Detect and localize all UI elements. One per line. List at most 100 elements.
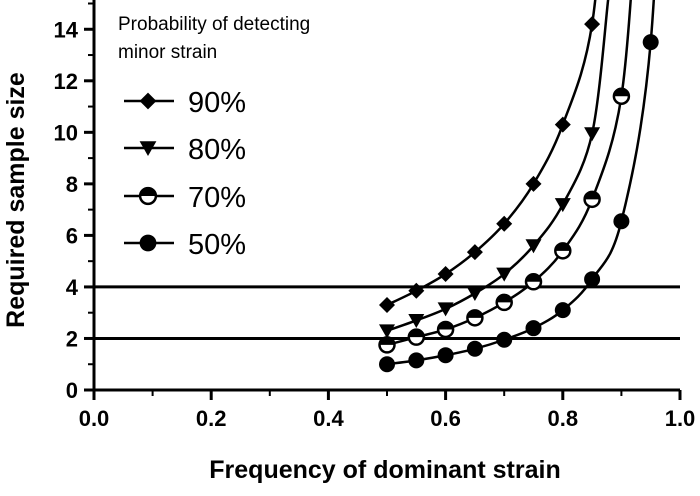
data-point-70pct-4-fill <box>496 294 512 303</box>
data-point-70pct-7-fill <box>584 191 600 200</box>
data-point-90pct-5-shape <box>525 175 542 192</box>
data-point-80pct-1-shape <box>408 314 425 329</box>
data-point-50pct-7 <box>584 271 601 288</box>
data-point-90pct-6-shape <box>554 116 571 133</box>
data-point-70pct-0-fill <box>379 337 395 345</box>
data-point-80pct-4 <box>496 267 513 282</box>
legend-label: 80% <box>188 134 246 166</box>
data-point-70pct-7 <box>583 190 601 209</box>
data-point-90pct-4 <box>496 215 513 232</box>
data-point-50pct-7-shape <box>584 271 601 288</box>
legend-marker <box>139 92 157 110</box>
data-point-50pct-3-shape <box>466 340 483 357</box>
legend-label: 70% <box>188 182 246 214</box>
data-point-80pct-6-shape <box>554 198 571 213</box>
y-tick-label: 8 <box>66 172 78 197</box>
data-point-90pct-7-shape <box>584 16 601 33</box>
series-line-80% <box>386 0 610 332</box>
legend-marker <box>139 141 157 156</box>
data-point-90pct-1 <box>408 282 425 299</box>
legend-title-line-1: Probability of detecting <box>118 14 310 35</box>
data-point-80pct-2-shape <box>437 302 454 317</box>
data-point-90pct-6 <box>554 116 571 133</box>
data-point-70pct-1 <box>407 328 426 346</box>
data-point-80pct-3 <box>466 286 483 301</box>
legend-item-80pct: 80% <box>124 134 246 166</box>
data-point-90pct-0 <box>379 296 395 313</box>
series-line-90% <box>386 0 597 307</box>
data-point-70pct-6 <box>554 242 572 260</box>
y-axis-title: Required sample size <box>2 72 30 328</box>
data-point-50pct-5 <box>525 320 542 337</box>
data-point-90pct-5 <box>525 175 542 192</box>
x-tick-label: 0.8 <box>548 406 579 431</box>
x-tick-label: 0.4 <box>313 406 344 431</box>
y-axis-ticks: 0 2 4 6 8 10 12 14 <box>54 2 94 403</box>
legend-marker-shape <box>139 141 157 156</box>
y-tick-label: 4 <box>66 275 79 300</box>
data-point-50pct-5-shape <box>525 320 542 337</box>
data-point-80pct-7-shape <box>584 127 601 142</box>
data-point-90pct-1-shape <box>408 282 425 299</box>
x-axis-title: Frequency of dominant strain <box>209 456 560 484</box>
data-point-50pct-1 <box>408 352 425 369</box>
legend-item-90pct: 90% <box>124 87 246 119</box>
y-tick-label: 2 <box>66 326 78 351</box>
series-line-70% <box>386 0 632 347</box>
data-point-90pct-3-shape <box>466 244 483 261</box>
data-point-80pct-5-shape <box>525 239 542 254</box>
data-point-80pct-2 <box>437 302 454 317</box>
x-tick-label: 0.6 <box>430 406 461 431</box>
data-point-50pct-3 <box>466 340 483 357</box>
data-point-50pct-1-shape <box>408 352 425 369</box>
data-point-90pct-2 <box>437 266 454 283</box>
data-point-70pct-0 <box>378 336 396 354</box>
data-point-50pct-6-shape <box>554 302 571 319</box>
legend-item-70pct: 70% <box>124 182 246 214</box>
data-point-50pct-8 <box>613 213 630 230</box>
x-tick-label: 0.0 <box>79 406 110 431</box>
legend-marker <box>138 186 158 206</box>
legend-title-line-2: minor strain <box>118 42 217 63</box>
legend-marker-fill <box>140 188 156 196</box>
legend: Probability of detecting minor strain 90… <box>118 14 310 261</box>
data-point-90pct-7 <box>584 16 601 33</box>
data-point-50pct-4-shape <box>496 331 513 348</box>
data-point-50pct-2 <box>437 347 454 364</box>
data-point-80pct-3-shape <box>466 286 483 301</box>
legend-marker-shape <box>139 92 157 110</box>
data-point-90pct-4-shape <box>496 215 513 232</box>
data-point-70pct-8-fill <box>613 88 629 97</box>
series-lines <box>386 0 656 366</box>
data-point-50pct-9 <box>642 34 659 51</box>
data-point-80pct-5 <box>525 239 542 254</box>
data-point-70pct-6-fill <box>555 243 571 251</box>
data-point-70pct-2-fill <box>438 321 454 330</box>
data-point-70pct-4 <box>495 293 513 312</box>
data-point-90pct-2-shape <box>437 266 454 283</box>
data-point-70pct-5 <box>524 273 543 291</box>
data-point-80pct-6 <box>554 198 571 213</box>
y-tick-label: 14 <box>54 17 79 42</box>
data-point-70pct-5-fill <box>526 274 541 282</box>
legend-item-50pct: 50% <box>124 229 246 261</box>
data-point-80pct-0-shape <box>379 324 395 339</box>
y-tick-label: 10 <box>54 120 78 145</box>
x-tick-label: 1.0 <box>665 406 696 431</box>
data-point-80pct-7 <box>584 127 601 142</box>
data-point-90pct-0-shape <box>379 296 395 313</box>
data-point-80pct-4-shape <box>496 267 513 282</box>
x-tick-label: 0.2 <box>196 406 227 431</box>
data-point-80pct-1 <box>408 314 425 329</box>
data-point-50pct-0 <box>379 356 395 373</box>
legend-marker <box>139 234 157 252</box>
x-axis-ticks: 0.0 0.2 0.4 0.6 0.8 1.0 <box>79 390 696 431</box>
data-point-70pct-1-fill <box>408 329 424 338</box>
data-point-70pct-3 <box>466 309 484 327</box>
legend-marker-shape <box>139 234 157 252</box>
y-tick-label: 12 <box>54 69 78 94</box>
data-point-80pct-0 <box>379 324 395 339</box>
data-point-50pct-8-shape <box>613 213 630 230</box>
series-line-50% <box>386 0 656 366</box>
series-markers <box>378 16 659 373</box>
